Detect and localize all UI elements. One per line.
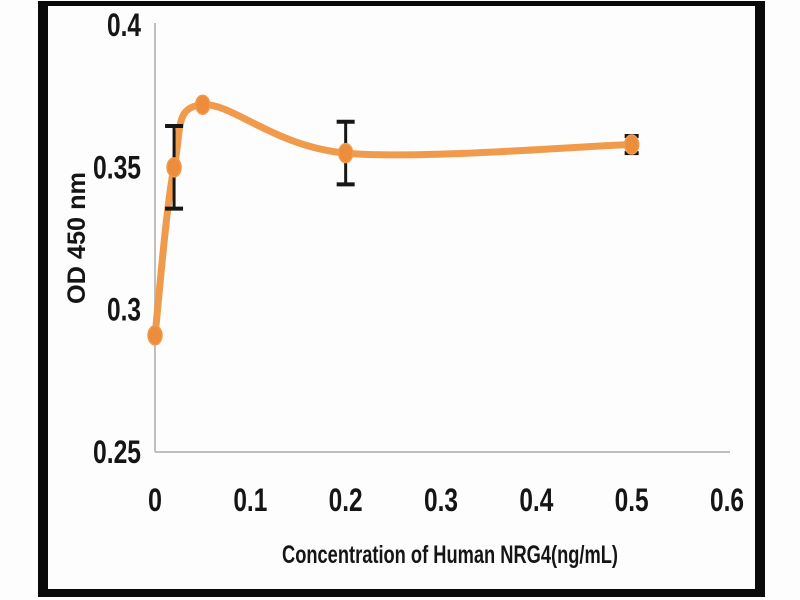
data-point-marker (194, 94, 211, 115)
x-axis-title: Concentration of Human NRG4(ng/mL) (282, 541, 618, 569)
y-tick-label: 0.35 (93, 149, 141, 185)
x-tick-label: 0.1 (233, 482, 267, 518)
y-tick-label: 0.4 (107, 7, 141, 43)
chart-frame-border (38, 1, 765, 597)
x-tick-label: 0 (148, 482, 162, 518)
x-tick-label: 0.6 (710, 482, 744, 518)
data-point-marker (623, 134, 640, 155)
y-tick-label: 0.3 (107, 292, 141, 328)
x-tick-label: 0.5 (615, 482, 649, 518)
x-tick-label: 0.3 (424, 482, 458, 518)
y-tick-label: 0.25 (93, 434, 141, 470)
data-point-marker (337, 142, 354, 164)
x-tick-label: 0.2 (329, 482, 363, 518)
data-series-line (151, 101, 636, 339)
x-tick-label: 0.4 (519, 482, 553, 518)
data-point-marker (166, 157, 182, 178)
y-axis-title: OD 450 nm (63, 172, 91, 304)
data-point-marker (147, 325, 163, 346)
plot-area: 0.25 0.3 0.35 0.4 0 0.1 0.2 0.3 0.4 0.5 0.6 (93, 7, 744, 518)
